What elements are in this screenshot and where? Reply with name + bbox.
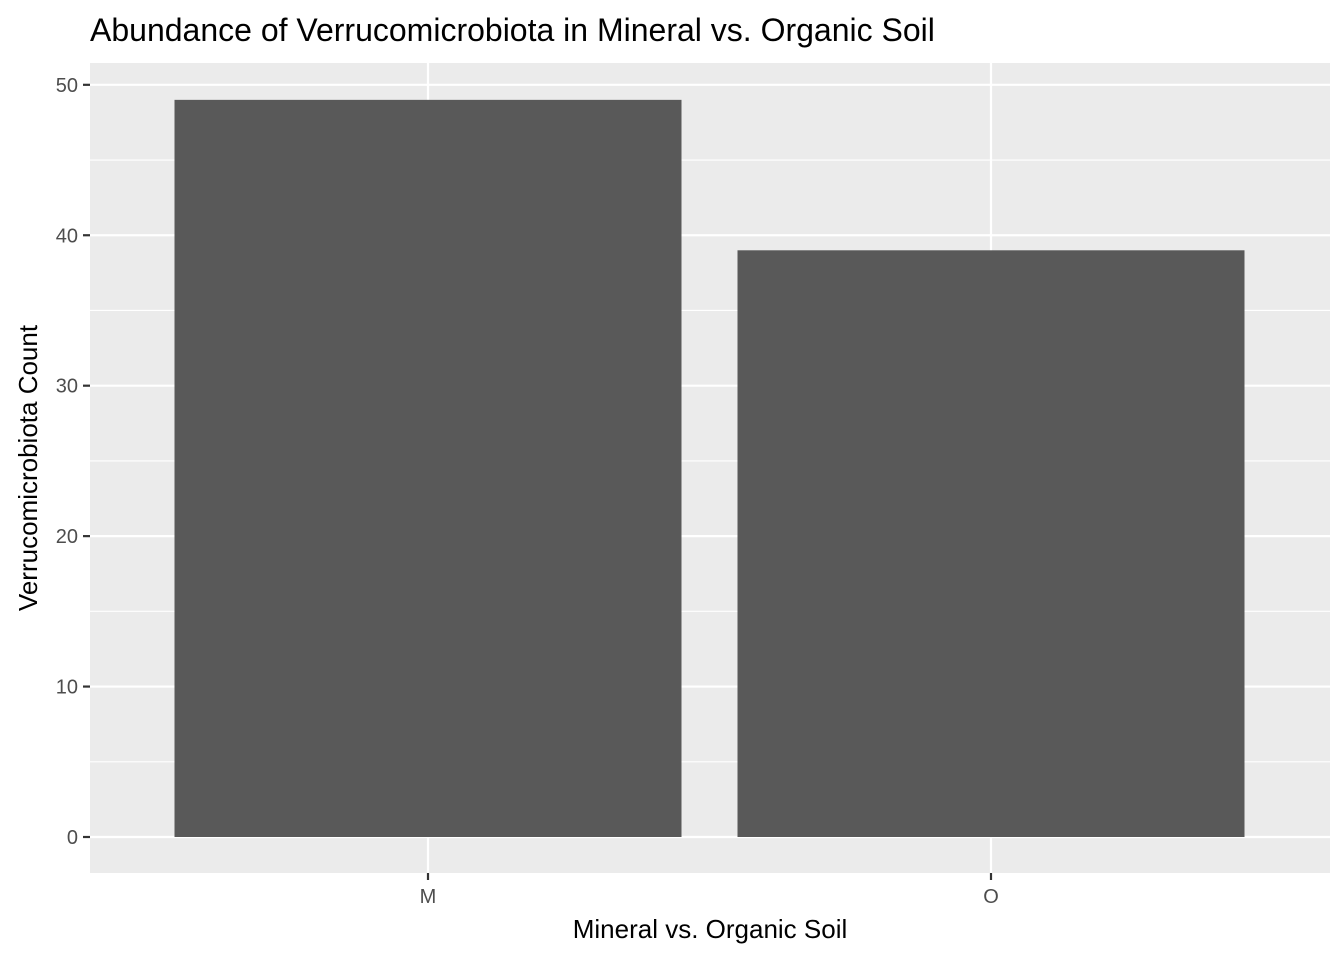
bar-O xyxy=(737,250,1245,838)
y-axis-title: Verrucomicrobiota Count xyxy=(13,324,43,611)
x-axis-title: Mineral vs. Organic Soil xyxy=(573,914,848,944)
x-tick-label: O xyxy=(983,886,999,908)
y-tick-label: 10 xyxy=(56,677,78,699)
chart-title: Abundance of Verrucomicrobiota in Minera… xyxy=(90,12,935,48)
y-axis: 0 10 20 30 40 50 xyxy=(56,75,90,849)
x-tick-label: M xyxy=(420,886,437,908)
y-tick-label: 50 xyxy=(56,75,78,97)
bars xyxy=(174,99,1245,838)
y-tick-label: 20 xyxy=(56,526,78,548)
y-tick-label: 0 xyxy=(67,827,78,849)
bar-M xyxy=(174,99,682,838)
y-tick-label: 30 xyxy=(56,376,78,398)
y-tick-label: 40 xyxy=(56,225,78,247)
